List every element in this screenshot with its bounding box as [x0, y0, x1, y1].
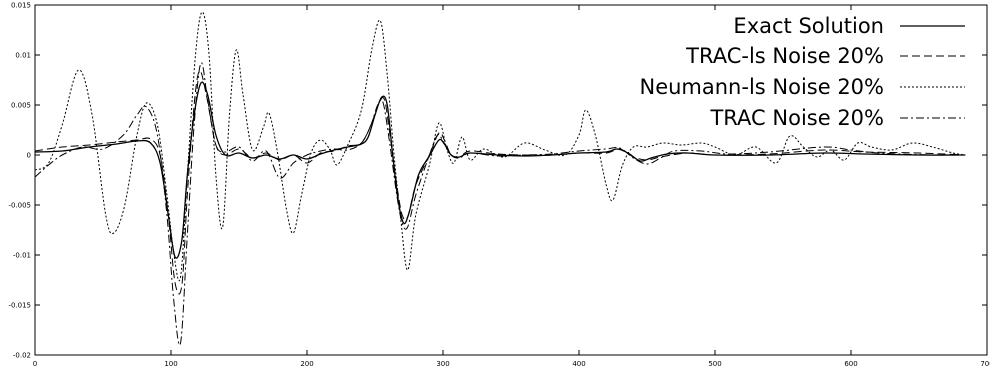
y-tick-label: -0.005 — [8, 202, 31, 210]
legend-label-trac-noise-20: TRAC Noise 20% — [709, 106, 884, 130]
y-tick-label: -0.01 — [13, 252, 31, 260]
axis-ticks: 01002003004005006007000.0150.010.0050-0.… — [8, 2, 990, 369]
x-tick-label: 100 — [164, 360, 177, 368]
x-tick-label: 500 — [708, 360, 721, 368]
y-tick-label: -0.02 — [13, 352, 31, 360]
x-tick-label: 700 — [980, 360, 990, 368]
x-tick-label: 0 — [33, 360, 37, 368]
series-line-trac-ls-noise-20 — [34, 70, 966, 295]
legend-label-exact-solution: Exact Solution — [733, 14, 884, 38]
y-tick-label: 0.005 — [11, 102, 31, 110]
series-line-exact-solution — [34, 81, 966, 259]
plot-frame — [34, 4, 988, 356]
legend: Exact Solution TRAC-ls Noise 20% Neumann-l… — [639, 14, 965, 130]
series-line-trac-noise-20 — [34, 62, 966, 346]
legend-label-neumann-ls-noise-20: Neumann-ls Noise 20% — [639, 75, 884, 99]
y-tick-label: 0.01 — [15, 52, 31, 60]
x-tick-label: 300 — [436, 360, 449, 368]
y-tick-label: 0 — [27, 152, 31, 160]
x-tick-label: 200 — [300, 360, 313, 368]
y-tick-label: 0.015 — [11, 2, 31, 10]
x-tick-label: 600 — [844, 360, 857, 368]
series-lines — [34, 11, 966, 346]
y-tick-label: -0.015 — [8, 302, 31, 310]
series-line-neumann-ls-noise-20 — [34, 11, 966, 282]
x-tick-label: 400 — [572, 360, 585, 368]
legend-label-trac-ls-noise-20: TRAC-ls Noise 20% — [685, 44, 884, 68]
